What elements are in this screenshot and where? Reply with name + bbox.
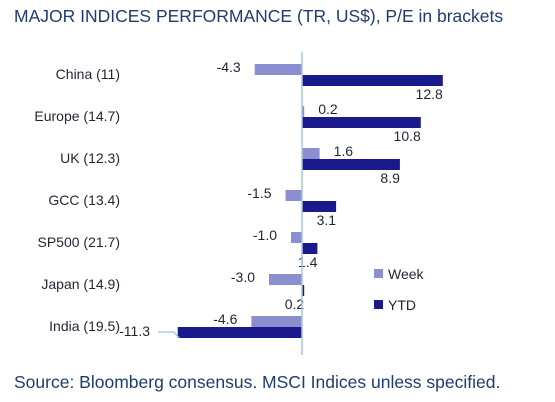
- ytd-value-label: 12.8: [416, 86, 443, 102]
- week-bar: [285, 190, 302, 201]
- week-value-label: 1.6: [334, 143, 354, 159]
- chart-title: MAJOR INDICES PERFORMANCE (TR, US$), P/E…: [14, 6, 504, 26]
- week-value-label: -4.3: [217, 59, 241, 75]
- week-value-label: 0.2: [318, 101, 338, 117]
- week-value-label: -1.0: [253, 227, 277, 243]
- week-value-label: -3.0: [231, 269, 255, 285]
- ytd-bar: [302, 285, 305, 296]
- ytd-bar: [177, 327, 302, 338]
- legend-week-label: Week: [388, 266, 425, 282]
- category-label: Europe (14.7): [34, 108, 120, 124]
- ytd-value-label: 1.4: [298, 254, 318, 270]
- ytd-value-label: 8.9: [380, 170, 400, 186]
- week-bar: [302, 106, 305, 117]
- category-label: UK (12.3): [60, 150, 120, 166]
- legend-ytd-label: YTD: [388, 297, 416, 313]
- ytd-value-label: -11.3: [119, 323, 150, 339]
- category-label: India (19.5): [49, 318, 120, 334]
- legend-ytd-swatch: [374, 300, 383, 309]
- ytd-bar: [302, 159, 400, 170]
- week-bar: [254, 64, 302, 75]
- ytd-value-label: 3.1: [317, 212, 337, 228]
- ytd-bar: [302, 117, 421, 128]
- week-bar: [269, 274, 302, 285]
- ytd-bar: [302, 201, 337, 212]
- ytd-value-label: 0.2: [285, 296, 305, 312]
- week-bar: [251, 316, 302, 327]
- ytd-bar: [302, 75, 443, 86]
- category-label: GCC (13.4): [48, 192, 120, 208]
- week-value-label: -4.6: [213, 311, 237, 327]
- category-label: Japan (14.9): [41, 276, 120, 292]
- source-note: Source: Bloomberg consensus. MSCI Indice…: [14, 372, 501, 392]
- category-label: SP500 (21.7): [38, 234, 121, 250]
- category-label: China (11): [56, 66, 120, 82]
- week-bar: [291, 232, 302, 243]
- legend-week-swatch: [374, 269, 383, 278]
- week-value-label: -1.5: [247, 185, 271, 201]
- leader-line: [158, 331, 181, 339]
- week-bar: [302, 148, 320, 159]
- ytd-bar: [302, 243, 318, 254]
- ytd-value-label: 10.8: [394, 128, 421, 144]
